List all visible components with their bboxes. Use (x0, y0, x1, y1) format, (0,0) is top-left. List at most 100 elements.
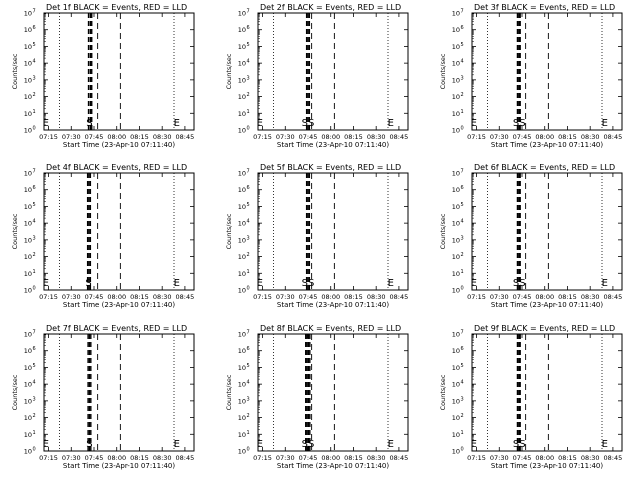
x-tick-label: 08:45 (604, 293, 623, 301)
x-tick-label: 08:30 (581, 133, 600, 141)
y-axis-label: Counts/sec (225, 374, 233, 410)
y-axis-label: Counts/sec (439, 53, 447, 89)
y-tick-label: 10 (24, 397, 32, 405)
detector-panel: Det 1f BLACK = Events, RED = LLD 07:15 07:… (11, 3, 195, 149)
y-tick-exponent: 3 (33, 235, 36, 241)
x-tick-label: 08:00 (535, 454, 554, 462)
x-tick-label: 08:45 (176, 454, 195, 462)
y-tick-exponent: 5 (247, 42, 250, 48)
y-axis-label: Counts/sec (225, 213, 233, 249)
detector-panel: Det 4f BLACK = Events, RED = LLD 07:15 07:… (11, 163, 195, 309)
y-tick-label: 10 (24, 270, 32, 278)
y-tick-label: 10 (238, 127, 246, 135)
y-tick-label: 10 (452, 220, 460, 228)
y-tick-exponent: 1 (247, 109, 250, 115)
y-tick-exponent: 5 (33, 363, 36, 369)
plot-frame (471, 12, 623, 131)
x-tick-label: 07:15 (467, 133, 486, 141)
x-tick-label: 08:15 (130, 454, 149, 462)
y-tick-exponent: 7 (247, 9, 250, 15)
y-tick-label: 10 (238, 397, 246, 405)
y-tick-exponent: 6 (33, 185, 36, 191)
x-tick-label: 07:45 (85, 293, 104, 301)
x-tick-label: 08:15 (558, 454, 577, 462)
y-tick-exponent: 2 (247, 252, 250, 258)
y-tick-exponent: 6 (461, 346, 464, 352)
y-tick-exponent: 3 (247, 396, 250, 402)
x-tick-label: 07:45 (299, 293, 318, 301)
y-tick-exponent: 1 (33, 269, 36, 275)
y-tick-exponent: 1 (247, 430, 250, 436)
x-tick-label: 07:30 (62, 454, 81, 462)
y-tick-label: 10 (24, 381, 32, 389)
event-label: SS (302, 278, 315, 289)
y-tick-label: 10 (452, 60, 460, 68)
y-tick-exponent: 4 (33, 59, 36, 65)
x-tick-label: 08:00 (107, 454, 126, 462)
y-tick-label: 10 (24, 414, 32, 422)
y-tick-exponent: 0 (461, 286, 464, 292)
y-tick-label: 10 (238, 186, 246, 194)
y-tick-exponent: 1 (33, 109, 36, 115)
x-tick-label: 07:45 (513, 454, 532, 462)
y-tick-exponent: 6 (247, 25, 250, 31)
x-tick-label: 08:45 (176, 133, 195, 141)
y-tick-label: 10 (24, 76, 32, 84)
y-tick-exponent: 2 (461, 92, 464, 98)
event-label: SS (302, 439, 315, 450)
x-tick-label: 08:00 (107, 133, 126, 141)
y-tick-exponent: 2 (247, 413, 250, 419)
y-tick-label: 10 (452, 381, 460, 389)
x-axis-label: Start Time (23-Apr-10 07:11:40) (63, 301, 175, 309)
y-tick-exponent: 1 (461, 430, 464, 436)
y-tick-exponent: 2 (247, 92, 250, 98)
event-label: E (257, 439, 263, 450)
x-tick-label: 08:30 (153, 133, 172, 141)
x-tick-label: 08:15 (130, 133, 149, 141)
panel-title: Det 5f BLACK = Events, RED = LLD (260, 163, 401, 172)
y-tick-exponent: 4 (461, 380, 464, 386)
y-tick-label: 10 (452, 93, 460, 101)
y-tick-exponent: 7 (461, 9, 464, 15)
event-label: E (174, 118, 180, 129)
x-tick-label: 08:45 (390, 293, 409, 301)
y-tick-label: 10 (24, 364, 32, 372)
x-tick-label: 07:15 (39, 454, 58, 462)
plot-frame (43, 333, 195, 452)
plot-frame (257, 12, 409, 131)
y-tick-exponent: 4 (33, 219, 36, 225)
x-tick-label: 08:30 (581, 293, 600, 301)
y-tick-exponent: 2 (461, 252, 464, 258)
panel-title: Det 9f BLACK = Events, RED = LLD (474, 324, 615, 333)
y-axis-label: Counts/sec (11, 374, 19, 410)
y-tick-label: 10 (24, 170, 32, 178)
panel-title: Det 4f BLACK = Events, RED = LLD (46, 163, 187, 172)
y-tick-exponent: 5 (33, 202, 36, 208)
plot-frame (43, 172, 195, 291)
x-axis-label: Start Time (23-Apr-10 07:11:40) (277, 301, 389, 309)
y-tick-exponent: 1 (247, 269, 250, 275)
x-axis-label: Start Time (23-Apr-10 07:11:40) (491, 462, 603, 470)
y-tick-exponent: 3 (461, 235, 464, 241)
x-tick-label: 08:15 (558, 293, 577, 301)
y-tick-exponent: 7 (33, 9, 36, 15)
y-tick-label: 10 (238, 10, 246, 18)
x-tick-label: 07:30 (276, 293, 295, 301)
y-tick-exponent: 6 (247, 185, 250, 191)
x-tick-label: 08:00 (321, 454, 340, 462)
y-tick-label: 10 (452, 76, 460, 84)
y-tick-exponent: 2 (33, 252, 36, 258)
y-tick-label: 10 (24, 347, 32, 355)
y-tick-exponent: 3 (247, 75, 250, 81)
x-tick-label: 08:45 (604, 454, 623, 462)
y-tick-label: 10 (452, 127, 460, 135)
x-tick-label: 08:30 (367, 454, 386, 462)
detector-panel: Det 7f BLACK = Events, RED = LLD 07:15 07:… (11, 324, 195, 470)
x-axis-label: Start Time (23-Apr-10 07:11:40) (277, 462, 389, 470)
x-tick-label: 07:15 (253, 133, 272, 141)
detector-panel: Det 9f BLACK = Events, RED = LLD 07:15 07:… (439, 324, 623, 470)
y-tick-label: 10 (452, 364, 460, 372)
y-axis-label: Counts/sec (439, 374, 447, 410)
y-tick-label: 10 (238, 76, 246, 84)
x-tick-label: 08:30 (153, 454, 172, 462)
